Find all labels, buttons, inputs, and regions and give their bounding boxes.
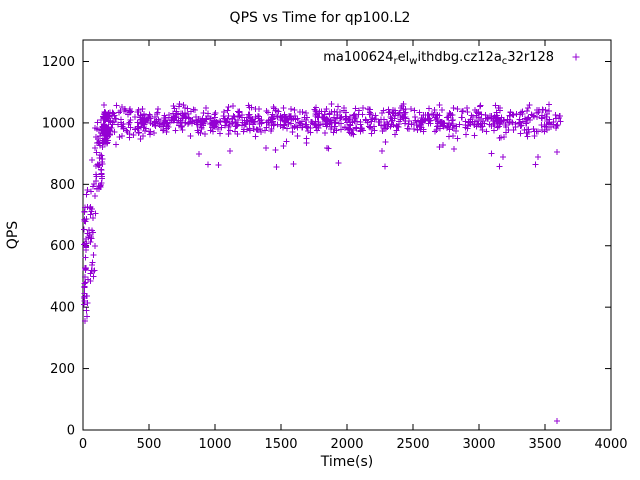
x-tick-label: 0 bbox=[79, 437, 87, 452]
x-tick-label: 4000 bbox=[594, 437, 627, 452]
x-tick-label: 1500 bbox=[264, 437, 297, 452]
y-tick-label: 1200 bbox=[42, 55, 75, 70]
x-tick-label: 2500 bbox=[396, 437, 429, 452]
x-tick-label: 1000 bbox=[198, 437, 231, 452]
x-axis-label: Time(s) bbox=[320, 454, 373, 470]
x-tick-label: 3000 bbox=[462, 437, 495, 452]
y-axis-ticks: 0 200 400 600 800 1000 1200 bbox=[42, 55, 611, 439]
y-axis-label: QPS bbox=[5, 221, 21, 249]
y-tick-label: 200 bbox=[50, 362, 75, 377]
x-axis-ticks: 0 500 1000 1500 2000 2500 3000 3500 4000 bbox=[79, 40, 628, 452]
x-tick-label: 3500 bbox=[528, 437, 561, 452]
y-tick-label: 1000 bbox=[42, 116, 75, 131]
plot-frame bbox=[82, 39, 612, 431]
y-tick-label: 0 bbox=[67, 424, 75, 439]
y-tick-label: 800 bbox=[50, 178, 75, 193]
y-tick-label: 400 bbox=[50, 301, 75, 316]
x-tick-label: 2000 bbox=[330, 437, 363, 452]
legend-label: ma100624relwithdbg.cz12ac32r128 bbox=[323, 50, 554, 67]
legend-plus-marker-icon bbox=[572, 53, 580, 61]
y-tick-label: 600 bbox=[50, 239, 75, 254]
data-points bbox=[81, 101, 564, 424]
scatter-plus-markers bbox=[81, 101, 564, 424]
legend: ma100624relwithdbg.cz12ac32r128 bbox=[323, 50, 580, 67]
chart-title: QPS vs Time for qp100.L2 bbox=[230, 10, 411, 26]
x-tick-label: 500 bbox=[137, 437, 162, 452]
